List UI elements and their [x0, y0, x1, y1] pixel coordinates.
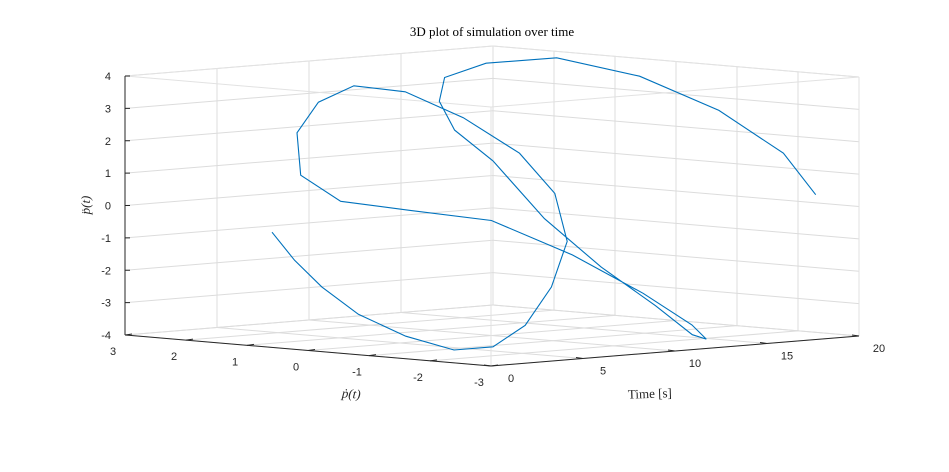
grid-line	[492, 142, 860, 175]
y-tick-label: 3	[110, 346, 116, 358]
grid-line	[492, 110, 860, 143]
y-tick-label: -2	[413, 372, 423, 384]
grid-line	[124, 272, 494, 304]
x-tick-label: 15	[781, 351, 793, 363]
grid-line	[185, 309, 555, 341]
grid-line	[492, 272, 860, 305]
y-tick-mark	[490, 364, 499, 367]
grid-line	[246, 314, 616, 346]
z-tick-label: -4	[101, 330, 111, 342]
y-tick-mark	[124, 333, 133, 336]
box-edge	[124, 45, 494, 77]
y-tick-label: -1	[352, 367, 362, 379]
y-tick-label: 0	[293, 362, 299, 374]
z-tick-label: 0	[105, 201, 111, 213]
grid-line	[368, 325, 738, 357]
z-tick-label: 1	[105, 168, 111, 180]
z-tick-label: 2	[105, 136, 111, 148]
grid-line	[124, 77, 494, 109]
x-tick-mark	[575, 357, 584, 359]
series-layer	[271, 57, 817, 351]
z-axis-label: p̈(t)	[78, 196, 93, 216]
x-tick-mark	[667, 349, 676, 352]
y-tick-mark	[185, 338, 194, 341]
box-edge	[124, 75, 492, 108]
z-tick-label: -2	[101, 265, 111, 277]
y-tick-mark	[429, 359, 438, 362]
x-axis-label: Time [s]	[628, 385, 672, 402]
grid-line	[492, 207, 860, 240]
y-tick-mark	[368, 354, 377, 357]
z-tick-label: 3	[105, 103, 111, 115]
series-line	[271, 57, 817, 351]
x-tick-label: 5	[600, 366, 606, 378]
z-tick-label: -1	[101, 233, 111, 245]
grid-line	[124, 110, 494, 142]
y-tick-mark	[246, 343, 255, 346]
y-tick-mark	[307, 349, 316, 351]
z-tick-label: -3	[101, 298, 111, 310]
grid-line	[124, 304, 494, 336]
chart-title: 3D plot of simulation over time	[410, 24, 575, 39]
grid-line	[124, 239, 494, 271]
x-tick-label: 10	[689, 358, 701, 370]
grid-line	[124, 142, 494, 174]
x-tick-mark	[483, 364, 492, 367]
x-tick-label: 0	[508, 373, 514, 385]
y-tick-label: -3	[474, 377, 484, 389]
grid-line	[492, 77, 860, 110]
x-tick-mark	[759, 342, 768, 344]
z-tick-label: 4	[105, 71, 111, 83]
y-tick-label: 1	[232, 356, 238, 368]
grid-line	[492, 175, 860, 207]
y-axis-label: ṗ(t)	[340, 385, 361, 401]
grid-line	[124, 175, 494, 206]
y-tick-label: 2	[171, 351, 177, 363]
axes-layer	[124, 75, 860, 367]
box-edge	[492, 45, 860, 78]
grid-layer	[124, 45, 860, 367]
grid-line	[492, 239, 860, 272]
x-tick-label: 20	[873, 343, 885, 355]
grid-line	[307, 320, 677, 351]
x-tick-mark	[851, 334, 860, 337]
